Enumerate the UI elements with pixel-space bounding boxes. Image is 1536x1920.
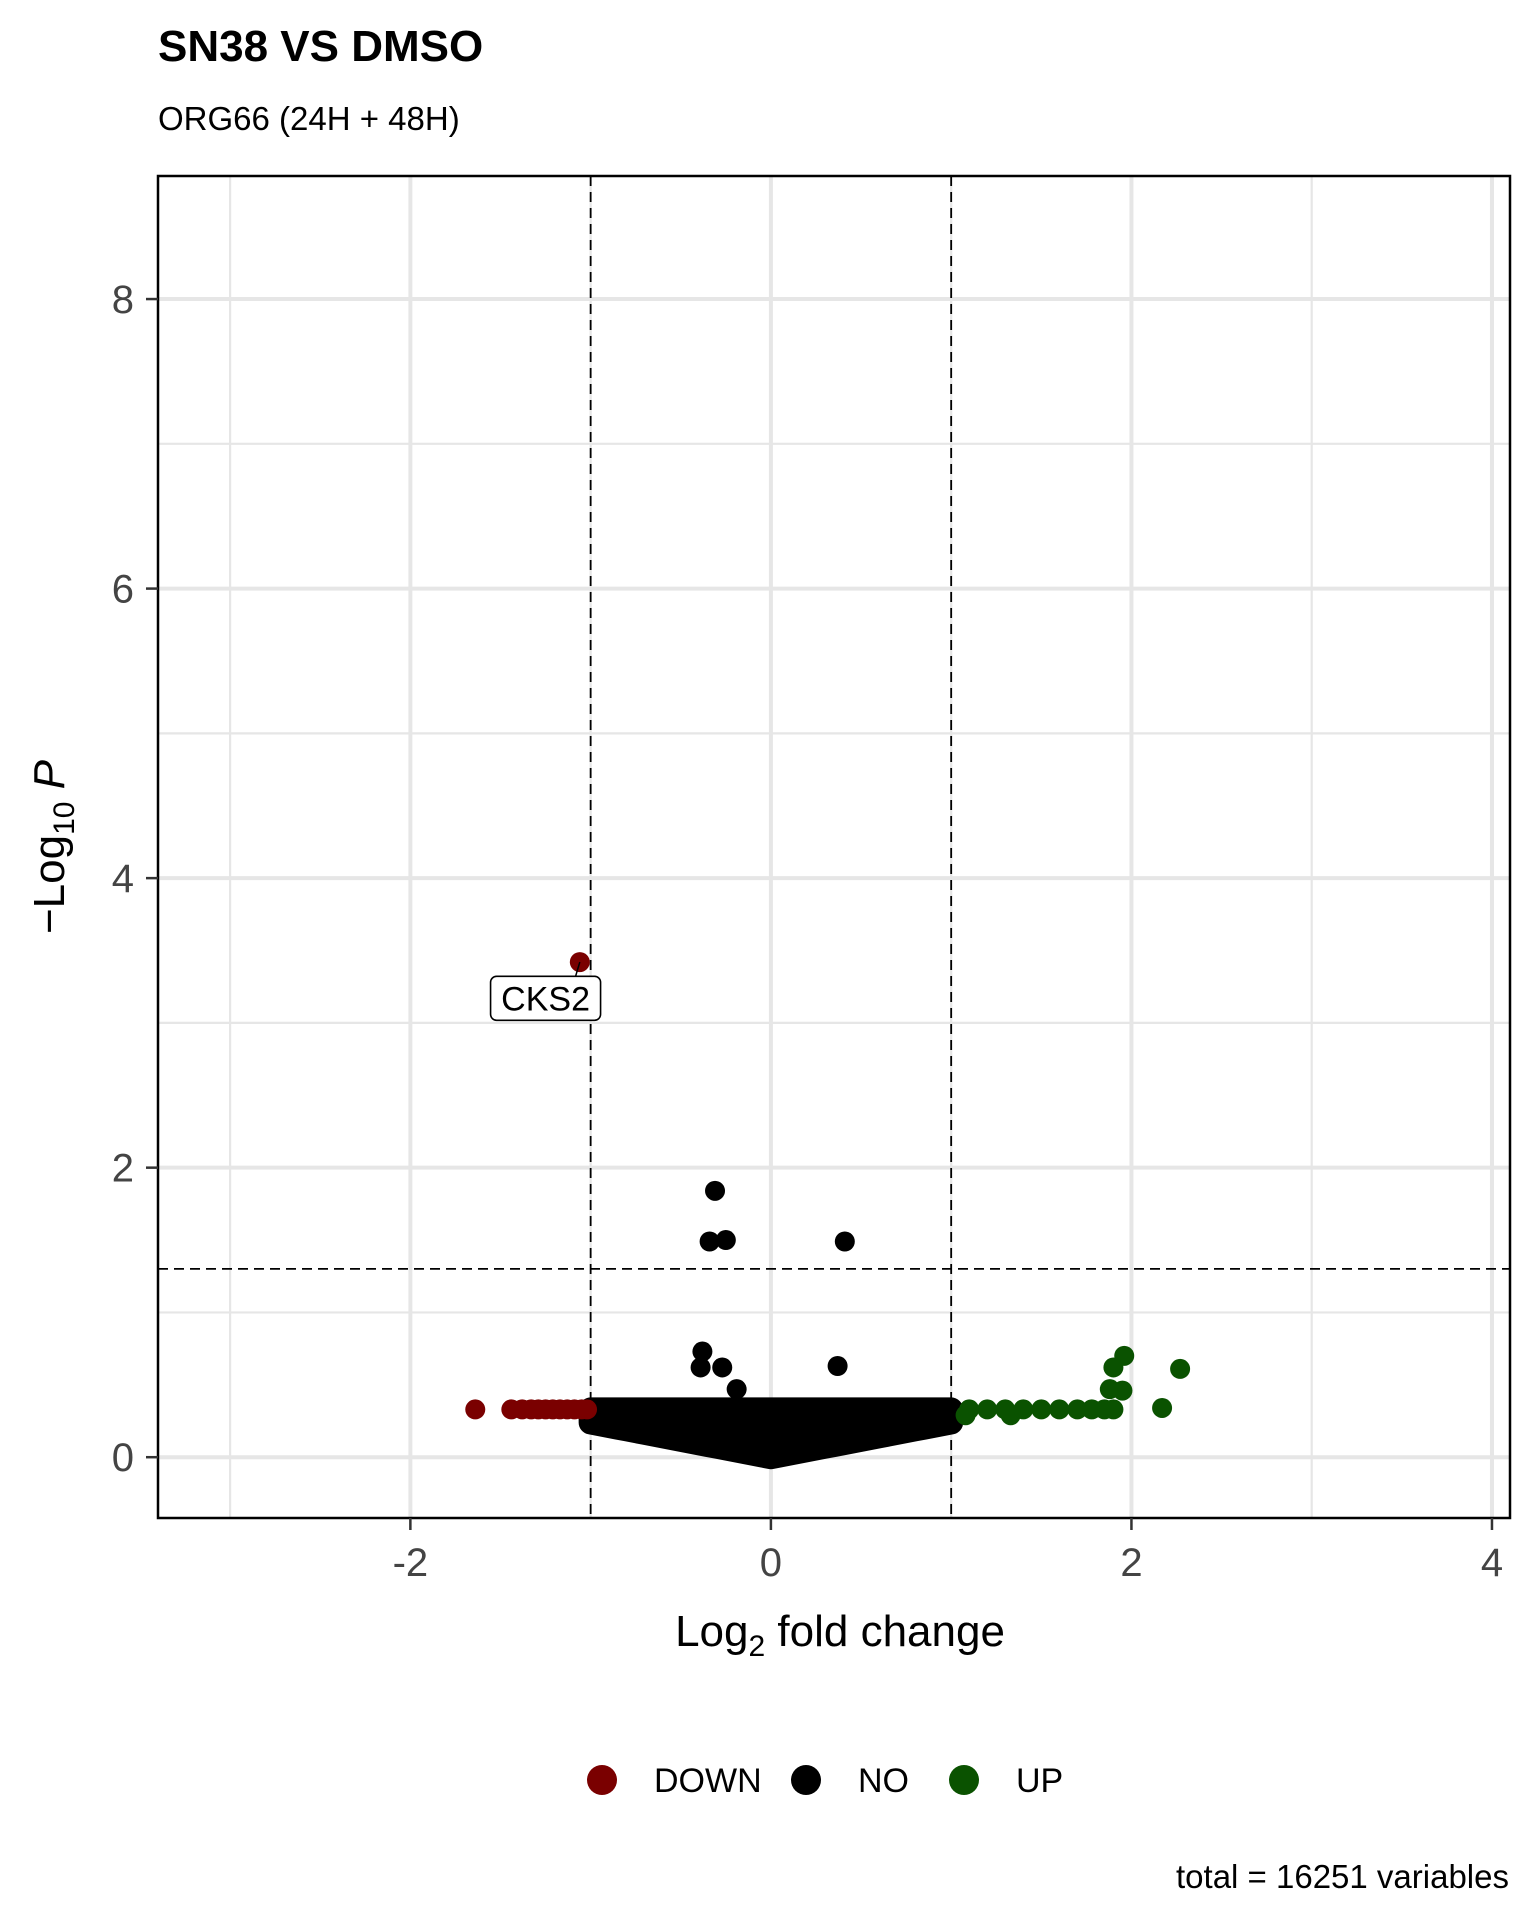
grid-lines xyxy=(158,176,1510,1518)
x-tick-label: 0 xyxy=(760,1541,782,1585)
legend-key-no xyxy=(791,1765,821,1795)
plot-panel-border xyxy=(156,174,1512,1520)
point-up xyxy=(1049,1399,1070,1420)
point-no xyxy=(834,1231,855,1252)
axes: -2 0 2 4 0 2 4 6 8 xyxy=(112,278,1503,1585)
point-no xyxy=(715,1230,736,1251)
non-significant-point-cloud xyxy=(578,1397,964,1470)
label-leader-line xyxy=(574,961,581,977)
point-label: CKS2 xyxy=(501,980,590,1018)
y-tick-label: 4 xyxy=(112,857,134,901)
point-no xyxy=(827,1355,848,1376)
point-up xyxy=(1170,1358,1191,1379)
non-significant-cloud xyxy=(578,1397,964,1470)
legend-key-up xyxy=(949,1765,979,1795)
point-no xyxy=(712,1357,733,1378)
x-tick-label: -2 xyxy=(393,1541,429,1585)
point-up xyxy=(995,1399,1016,1420)
chart-title: SN38 VS DMSO xyxy=(158,22,484,71)
point-down xyxy=(577,1399,598,1420)
chart-subtitle: ORG66 (24H + 48H) xyxy=(158,100,460,137)
y-tick-label: 2 xyxy=(112,1147,134,1191)
x-tick-label: 4 xyxy=(1481,1541,1503,1585)
label-box xyxy=(489,975,602,1022)
point-up xyxy=(1067,1399,1088,1420)
y-tick-label: 0 xyxy=(112,1436,134,1480)
point-up xyxy=(1031,1399,1052,1420)
point-up xyxy=(1112,1380,1133,1401)
threshold-lines xyxy=(158,176,1510,1518)
x-tick-label: 2 xyxy=(1120,1541,1142,1585)
point-no xyxy=(699,1231,720,1252)
legend-key-down xyxy=(587,1765,617,1795)
point-up xyxy=(959,1399,980,1420)
point-no xyxy=(726,1379,747,1400)
x-axis-title: Log2 fold change xyxy=(675,1607,1005,1663)
point-down xyxy=(465,1399,486,1420)
x-axis-title-subscript: 2 xyxy=(748,1630,765,1663)
point-labels: CKS2 xyxy=(489,961,602,1022)
chart-caption: total = 16251 variables xyxy=(1176,1858,1509,1895)
point-up xyxy=(1152,1397,1173,1418)
legend-label-up: UP xyxy=(1016,1762,1063,1800)
x-axis-title-rest: fold change xyxy=(765,1607,1005,1656)
point-no xyxy=(692,1341,713,1362)
y-axis-title: −Log10 P xyxy=(25,759,81,934)
legend: DOWN NO UP xyxy=(587,1762,1063,1800)
point-up xyxy=(1103,1399,1124,1420)
y-axis-title-prefix: −Log xyxy=(25,835,74,934)
y-axis-title-subscript: 10 xyxy=(48,802,81,835)
legend-label-down: DOWN xyxy=(654,1762,762,1800)
point-no xyxy=(690,1357,711,1378)
point-up xyxy=(1103,1357,1124,1378)
data-points xyxy=(465,952,1191,1426)
legend-label-no: NO xyxy=(858,1762,909,1800)
point-no xyxy=(705,1180,726,1201)
point-up xyxy=(1013,1399,1034,1420)
y-tick-label: 6 xyxy=(112,568,134,612)
y-axis-title-italic: P xyxy=(25,759,74,801)
x-axis-title-base: Log xyxy=(675,1607,748,1656)
y-tick-label: 8 xyxy=(112,278,134,322)
point-up xyxy=(977,1399,998,1420)
